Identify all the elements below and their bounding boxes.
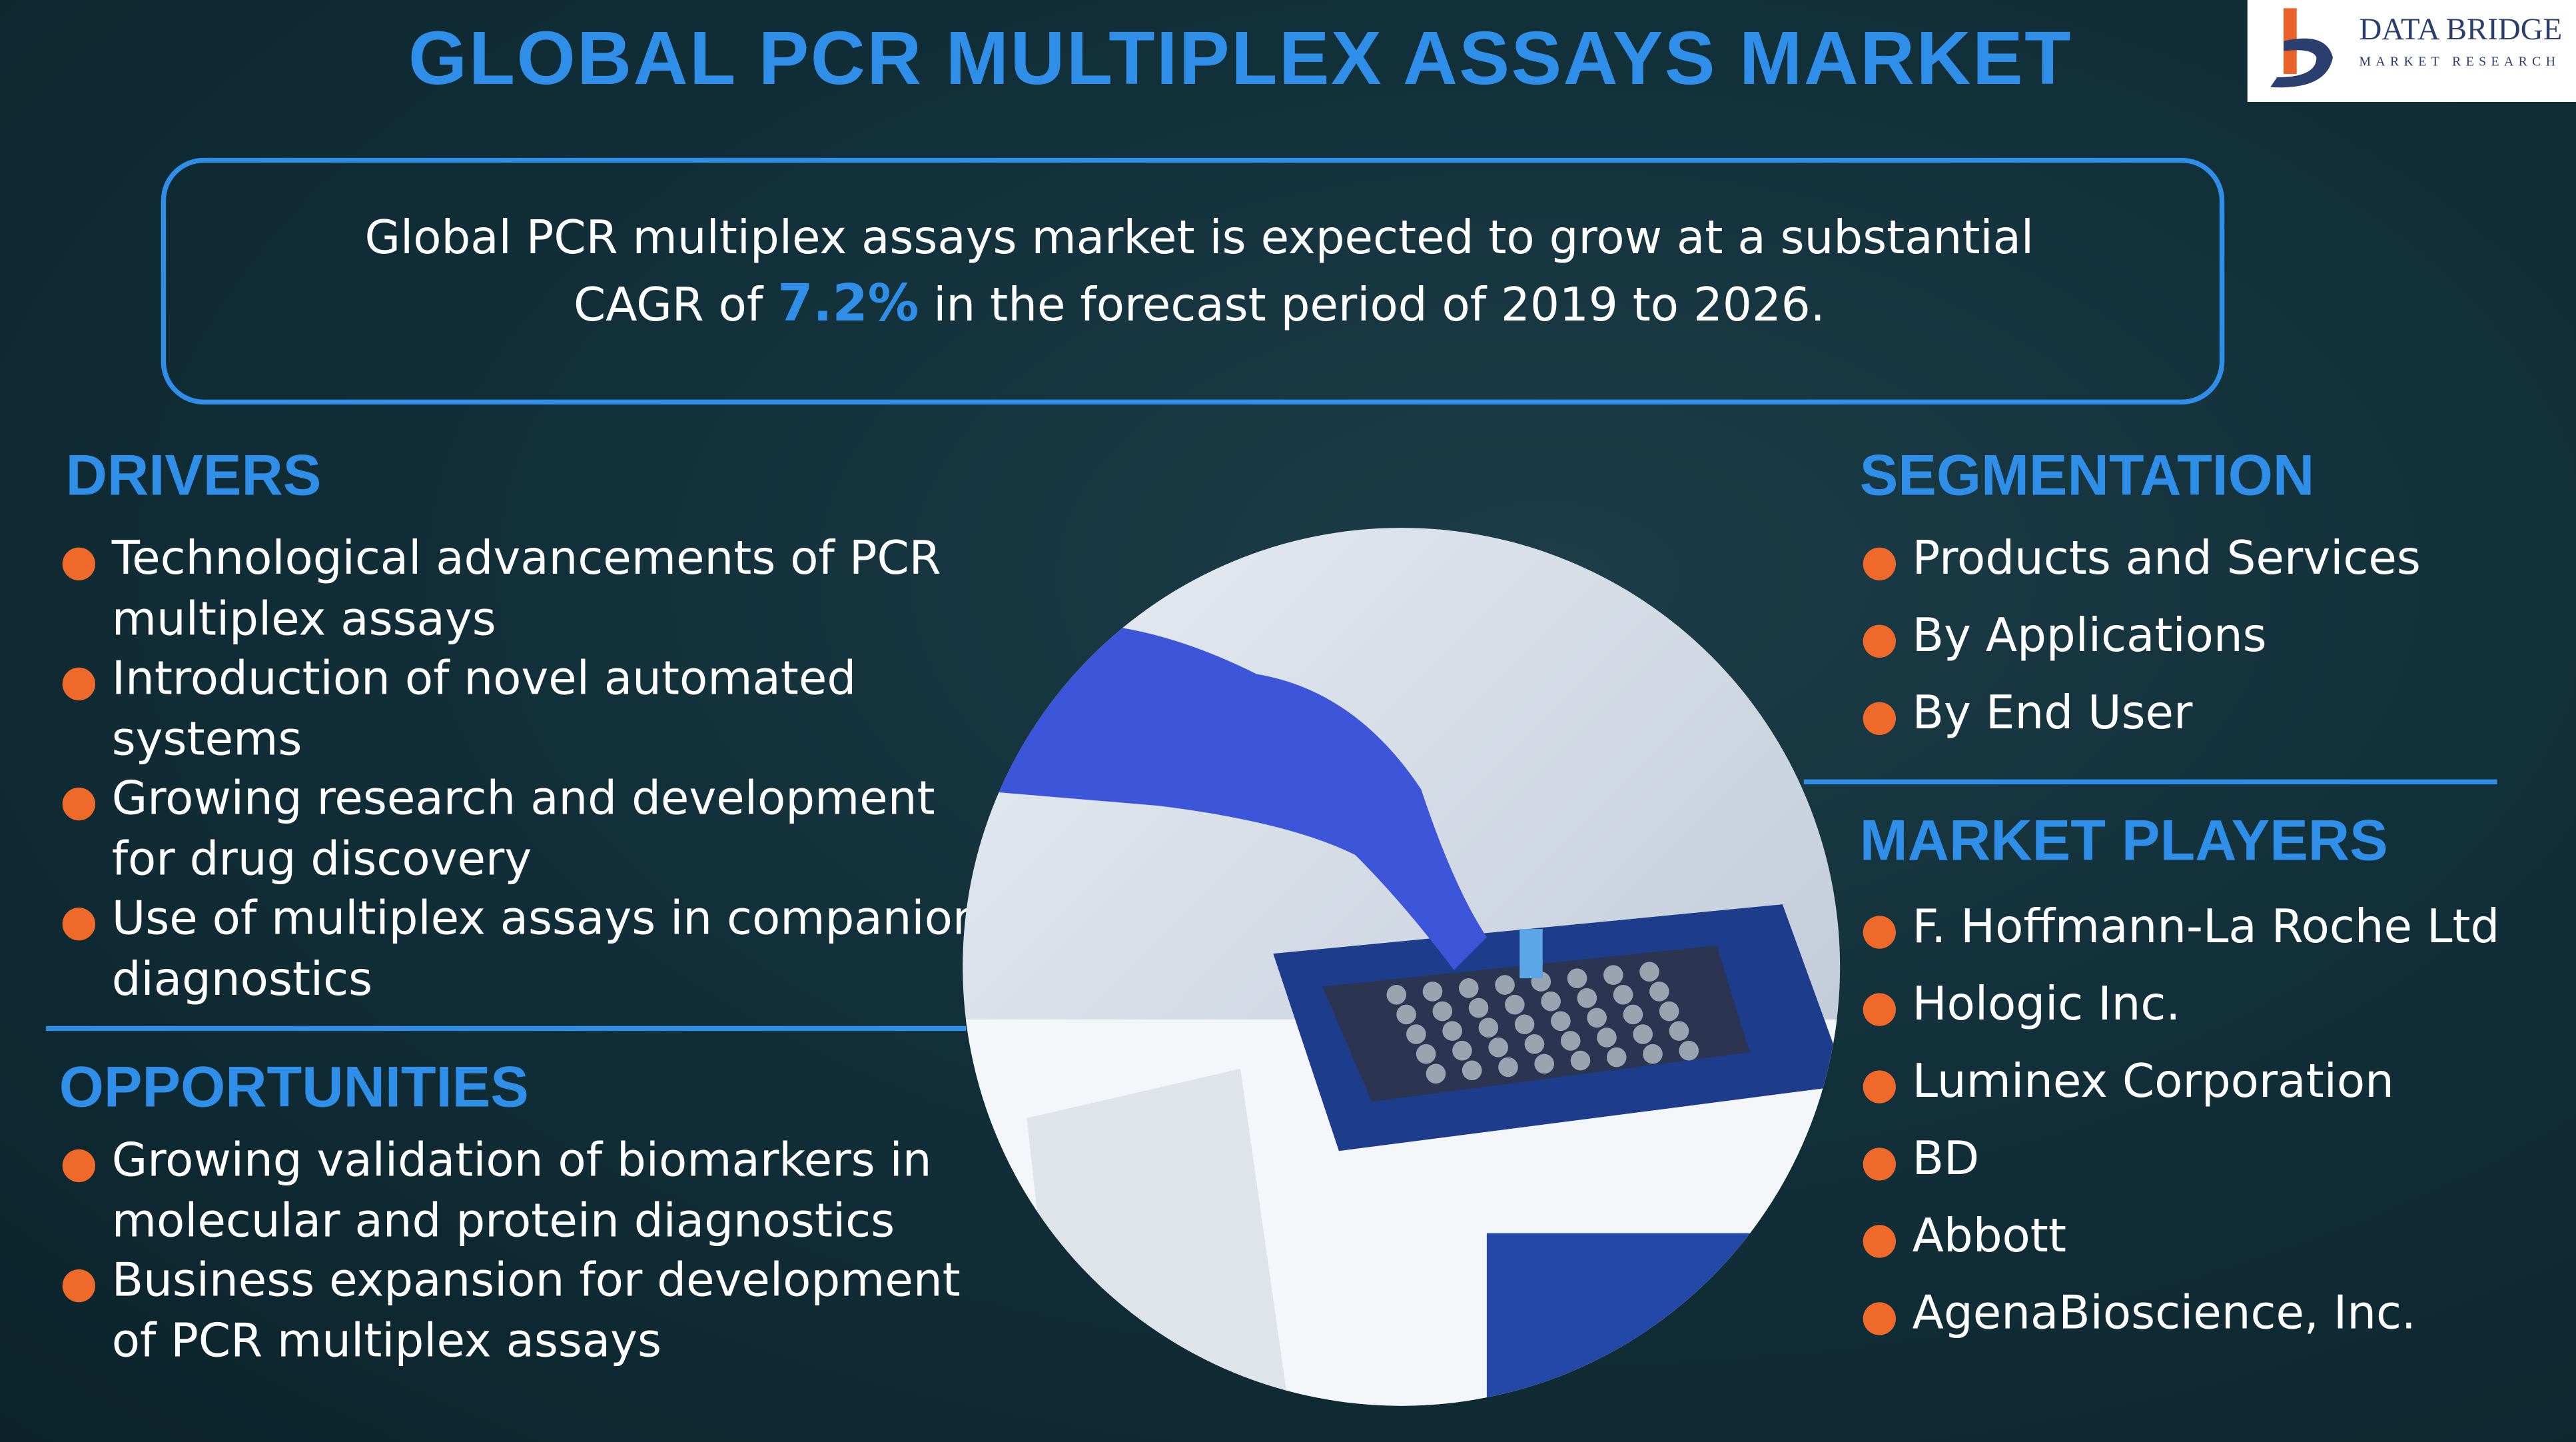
cagr: 7.2% xyxy=(777,275,919,334)
well xyxy=(1386,985,1407,1005)
separator xyxy=(46,1026,967,1032)
well xyxy=(1551,1011,1571,1032)
well xyxy=(1570,1050,1591,1071)
well xyxy=(1597,1028,1617,1048)
logo-name: DATA BRIDGE xyxy=(2359,13,2563,48)
well xyxy=(1495,975,1515,995)
logo: DATA BRIDGE MARKET RESEARCH xyxy=(2247,0,2576,102)
well xyxy=(1679,1040,1699,1061)
well xyxy=(1639,962,1659,982)
logo-tagline: MARKET RESEARCH xyxy=(2359,54,2561,69)
well xyxy=(1541,991,1561,1012)
list-item: AgenaBioscience, Inc. xyxy=(1863,1284,2569,1343)
list-item: Business expansion for development of PC… xyxy=(62,1251,983,1371)
well xyxy=(1649,982,1669,1002)
well xyxy=(1488,1037,1508,1058)
heading: MARKET PLAYERS xyxy=(1859,809,2388,874)
summary: Global PCR multiplex assays market is ex… xyxy=(328,204,2070,339)
summary-text: in the forecast period of 2019 to 2026. xyxy=(933,278,1825,333)
well xyxy=(1426,1064,1446,1084)
well xyxy=(1514,1014,1535,1035)
well xyxy=(1659,1001,1679,1022)
well xyxy=(1669,1021,1689,1041)
list-item: Growing research and development for dru… xyxy=(62,770,983,890)
well xyxy=(1406,1024,1426,1044)
well xyxy=(1442,1021,1462,1041)
well xyxy=(1577,988,1597,1008)
separator xyxy=(1803,779,2497,784)
well xyxy=(1452,1040,1472,1061)
well xyxy=(1432,1001,1453,1022)
well xyxy=(1534,1054,1555,1074)
heading: OPPORTUNITIES xyxy=(59,1056,529,1120)
well xyxy=(1478,1018,1499,1038)
well xyxy=(1505,994,1525,1015)
title: GLOBAL PCR MULTIPLEX ASSAYS MARKET xyxy=(408,15,2072,101)
well xyxy=(1633,1024,1653,1044)
list-item: Products and Services xyxy=(1863,530,2553,589)
list-item: Growing validation of biomarkers in mole… xyxy=(62,1131,983,1251)
list-item: Luminex Corporation xyxy=(1863,1052,2569,1111)
list: Technological advancements of PCR multip… xyxy=(62,530,983,1010)
well xyxy=(1498,1057,1518,1078)
well xyxy=(1613,985,1633,1005)
lab-photo xyxy=(963,528,1841,1406)
well xyxy=(1643,1044,1663,1064)
list-item: Introduction of novel automated systems xyxy=(62,650,983,770)
well xyxy=(1587,1008,1607,1028)
list: Products and Services By Applications By E… xyxy=(1863,530,2553,762)
list-item: By End User xyxy=(1863,684,2553,743)
list-item: Hologic Inc. xyxy=(1863,975,2569,1034)
logo-icon xyxy=(2270,8,2334,88)
heading: SEGMENTATION xyxy=(1859,444,2315,508)
well xyxy=(1468,998,1489,1018)
well xyxy=(1462,1060,1482,1081)
well xyxy=(1567,968,1587,988)
list-item: Abbott xyxy=(1863,1207,2569,1266)
well xyxy=(1606,1047,1627,1068)
list: Growing validation of biomarkers in mole… xyxy=(62,1131,983,1371)
well xyxy=(1458,978,1479,998)
list-item: Use of multiplex assays in companion dia… xyxy=(62,890,983,1010)
summary-text: Global PCR multiplex assays market is ex… xyxy=(364,210,2034,333)
list: F. Hoffmann-La Roche Ltd Hologic Inc. Lumi… xyxy=(1863,898,2569,1361)
list-item: By Applications xyxy=(1863,607,2553,666)
well xyxy=(1524,1034,1545,1054)
list-item: Technological advancements of PCR multip… xyxy=(62,530,983,650)
well xyxy=(1396,1004,1416,1025)
summary-box xyxy=(161,157,2225,405)
list-item: F. Hoffmann-La Roche Ltd xyxy=(1863,898,2569,957)
well xyxy=(1603,965,1623,986)
list-item: BD xyxy=(1863,1129,2569,1189)
well xyxy=(1560,1031,1581,1051)
well xyxy=(1623,1004,1643,1025)
heading: DRIVERS xyxy=(65,444,322,508)
well xyxy=(1422,982,1443,1002)
well xyxy=(1416,1044,1436,1064)
